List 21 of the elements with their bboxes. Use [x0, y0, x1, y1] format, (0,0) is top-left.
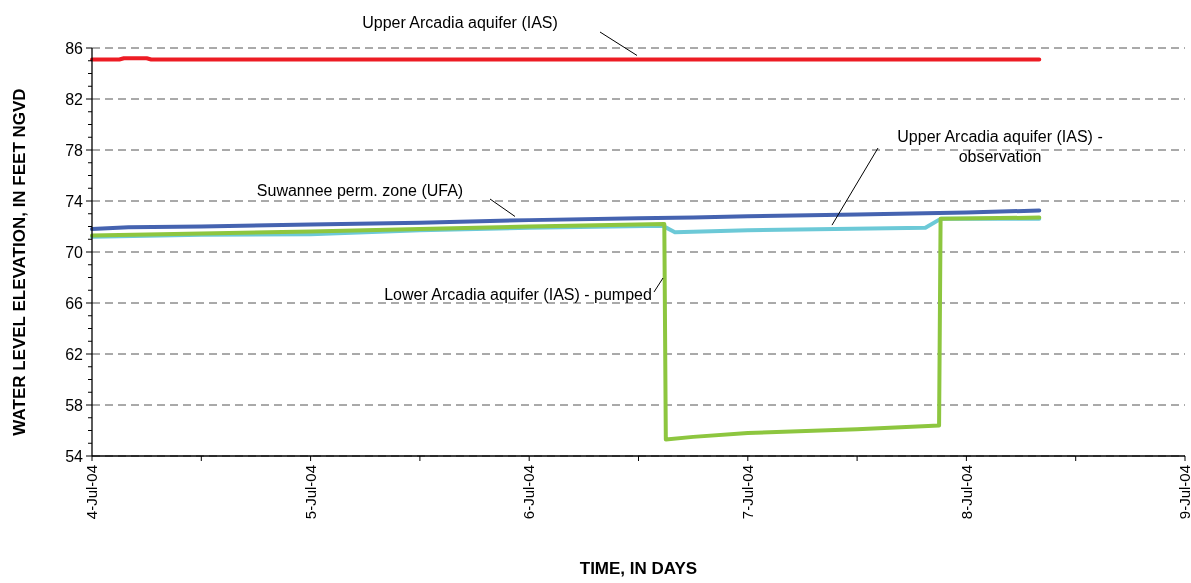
- x-tick-label: 5-Jul-04: [301, 465, 319, 520]
- x-tick-label: 4-Jul-04: [83, 465, 101, 520]
- y-tick-label: 74: [65, 192, 84, 210]
- y-tick-label: 86: [65, 39, 84, 57]
- text: Upper Arcadia aquifer (IAS) - observation: [897, 128, 1103, 165]
- y-tick-label: 70: [65, 243, 84, 261]
- x-tick-label: 8-Jul-04: [957, 465, 975, 520]
- x-tick-label: 9-Jul-04: [1176, 465, 1191, 520]
- y-tick-label: 54: [65, 447, 84, 465]
- x-tick-label: 7-Jul-04: [739, 465, 757, 520]
- series-label: Upper Arcadia aquifer (IAS): [362, 14, 558, 31]
- y-tick-label: 62: [65, 345, 84, 363]
- y-tick-label: 58: [65, 396, 84, 414]
- y-tick-label: 66: [65, 294, 84, 312]
- x-tick-label: 6-Jul-04: [520, 465, 538, 520]
- series-label: Suwannee perm. zone (UFA): [256, 182, 464, 199]
- y-axis-title: WATER LEVEL ELEVATION, IN FEET NGVD: [10, 88, 29, 436]
- y-tick-label: 82: [65, 90, 84, 108]
- series-label: Lower Arcadia aquifer (IAS) - pumped: [384, 286, 652, 303]
- y-tick-label: 78: [65, 141, 84, 159]
- x-axis-title: TIME, IN DAYS: [579, 559, 698, 578]
